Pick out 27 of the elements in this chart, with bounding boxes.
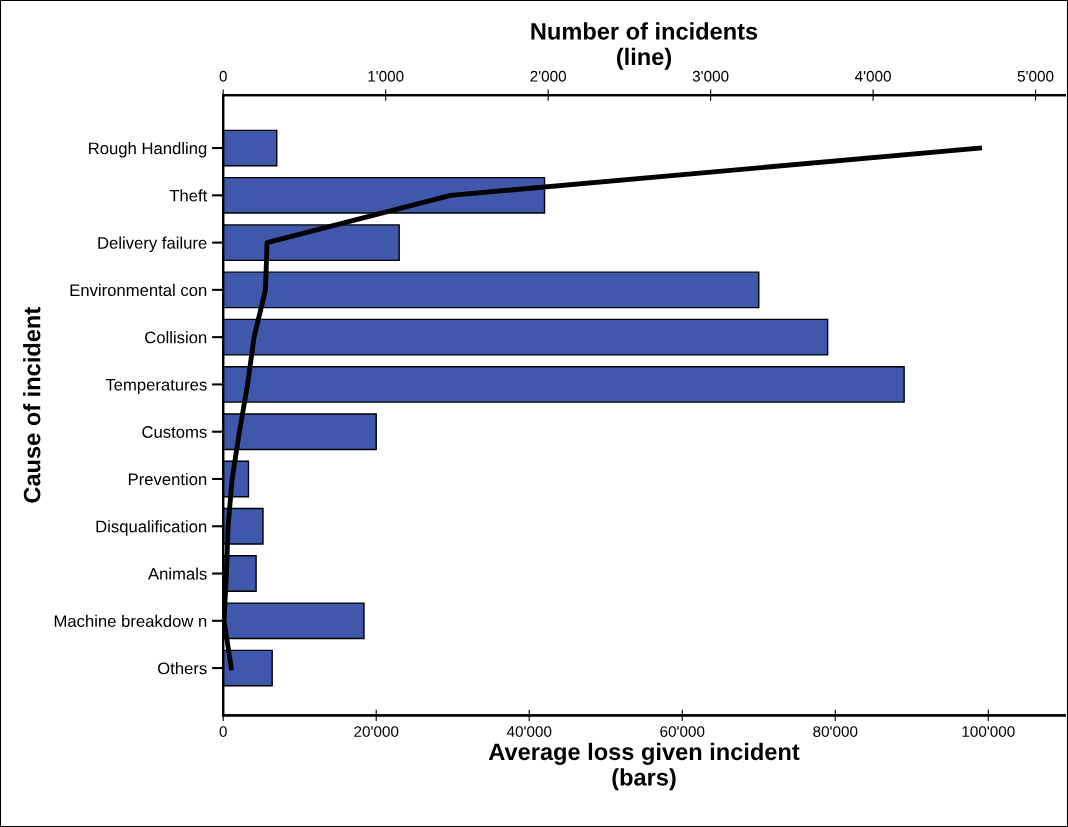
x2-tick-label: 3'000 <box>692 70 729 82</box>
y-tick-label: Machine breakdow n <box>54 614 207 628</box>
y-tick-label: Animals <box>148 567 207 580</box>
x-tick-label: 60'000 <box>660 726 705 737</box>
y-tick-label: Collision <box>145 331 207 344</box>
x-axis-title: Average loss given incident (bars) <box>488 742 800 791</box>
x-tick-label: 100'000 <box>962 726 1015 737</box>
y-tick-label: Delivery failure <box>98 236 207 253</box>
x-tick-label: 0 <box>219 726 227 737</box>
x2-tick-label: 4'000 <box>854 70 891 82</box>
y-axis-title: Cause of incident <box>23 307 41 503</box>
y-tick-label: Others <box>158 662 207 675</box>
x2-tick-label: 1'000 <box>368 70 404 82</box>
y-tick-label: Prevention <box>128 472 207 486</box>
x-tick-label: 80'000 <box>813 726 858 737</box>
y-tick-label: Environmental con <box>70 283 207 297</box>
y-tick-label: Theft <box>169 189 208 202</box>
y-tick-label: Disqualification <box>96 520 207 536</box>
x2-tick-label: 0 <box>219 70 227 82</box>
x2-tick-label: 2'000 <box>530 70 566 82</box>
x2-tick-label: 5'000 <box>1017 70 1054 82</box>
y-tick-label: Rough Handling <box>89 142 207 158</box>
x-tick-label: 40'000 <box>506 726 552 737</box>
y-tick-label: Customs <box>142 426 207 438</box>
y-tick-label: Temperatures <box>105 379 207 394</box>
x-tick-label: 20'000 <box>354 726 399 737</box>
x2-axis-title: Number of incidents (line) <box>531 22 758 70</box>
